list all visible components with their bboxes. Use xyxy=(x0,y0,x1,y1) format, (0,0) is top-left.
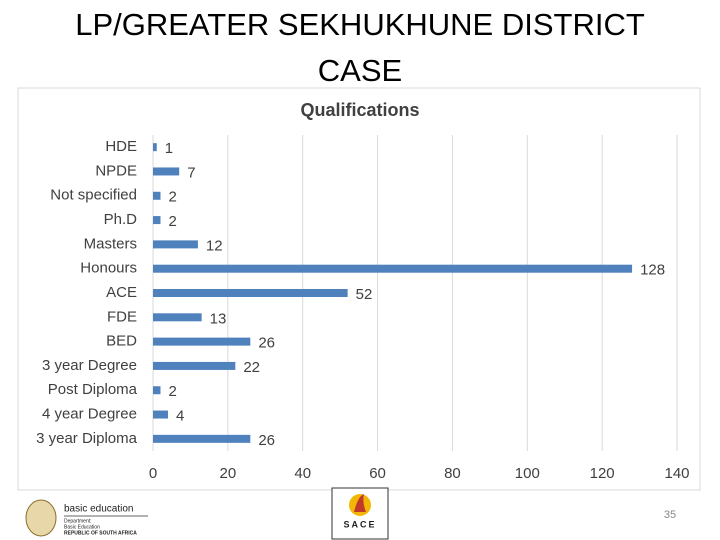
value-label: 4 xyxy=(176,408,184,425)
logo-name: SACE xyxy=(343,519,376,529)
value-label: 2 xyxy=(168,383,176,400)
value-label: 26 xyxy=(258,432,275,449)
page-number: 35 xyxy=(664,509,676,521)
y-tick-label: Not specified xyxy=(50,187,137,204)
value-label: 2 xyxy=(168,213,176,230)
y-tick-label: Post Diploma xyxy=(48,381,138,398)
value-label: 22 xyxy=(243,359,260,376)
y-tick-label: 3 year Diploma xyxy=(36,430,138,447)
slide-title: LP/GREATER SEKHUKHUNE DISTRICT CASE xyxy=(75,7,645,88)
y-tick-label: BED xyxy=(106,333,137,350)
y-tick-label: Honours xyxy=(80,260,137,277)
x-tick-label: 120 xyxy=(590,465,615,482)
value-label: 26 xyxy=(258,335,275,352)
y-tick-label: ACE xyxy=(106,284,137,301)
value-label: 1 xyxy=(165,140,173,157)
bar xyxy=(153,434,251,443)
logo-figure xyxy=(354,494,366,512)
bar xyxy=(153,289,348,297)
logo-name: basic education xyxy=(64,504,134,515)
value-label: 2 xyxy=(168,189,176,206)
value-label: 13 xyxy=(210,310,227,327)
y-tick-label: FDE xyxy=(107,308,137,325)
x-tick-label: 140 xyxy=(664,465,689,482)
x-tick-label: 20 xyxy=(220,465,237,482)
logo-line: Basic Education xyxy=(64,524,100,530)
value-label: 7 xyxy=(187,164,195,181)
y-tick-label: 3 year Degree xyxy=(42,357,137,374)
value-label: 128 xyxy=(640,262,665,279)
value-label: 12 xyxy=(206,237,223,254)
bar xyxy=(153,361,236,370)
x-tick-label: 40 xyxy=(294,465,311,482)
x-tick-label: 0 xyxy=(149,465,157,482)
y-tick-label: Masters xyxy=(84,235,137,252)
bar xyxy=(153,191,161,200)
logo-line: REPUBLIC OF SOUTH AFRICA xyxy=(64,530,137,536)
logo-right: SACE xyxy=(331,487,389,540)
bar xyxy=(153,167,180,176)
value-label: 52 xyxy=(356,286,373,303)
logo-line: Department: xyxy=(64,518,92,524)
bar xyxy=(153,264,633,273)
x-tick-label: 60 xyxy=(369,465,386,482)
coat-of-arms xyxy=(25,499,57,537)
x-tick-label: 80 xyxy=(444,465,461,482)
bar xyxy=(153,313,202,322)
bar xyxy=(153,240,198,249)
chart-title: Qualifications xyxy=(300,100,419,120)
bar xyxy=(153,386,161,395)
y-tick-label: HDE xyxy=(105,138,137,155)
y-tick-label: Ph.D xyxy=(104,211,138,228)
bar xyxy=(153,337,251,346)
y-tick-label: 4 year Degree xyxy=(42,406,137,423)
bar xyxy=(153,410,168,419)
bar xyxy=(153,143,157,152)
x-tick-label: 100 xyxy=(515,465,540,482)
y-tick-label: NPDE xyxy=(95,162,137,179)
bar xyxy=(153,216,161,225)
logo-left: basic education Department: Basic Educat… xyxy=(25,499,148,537)
